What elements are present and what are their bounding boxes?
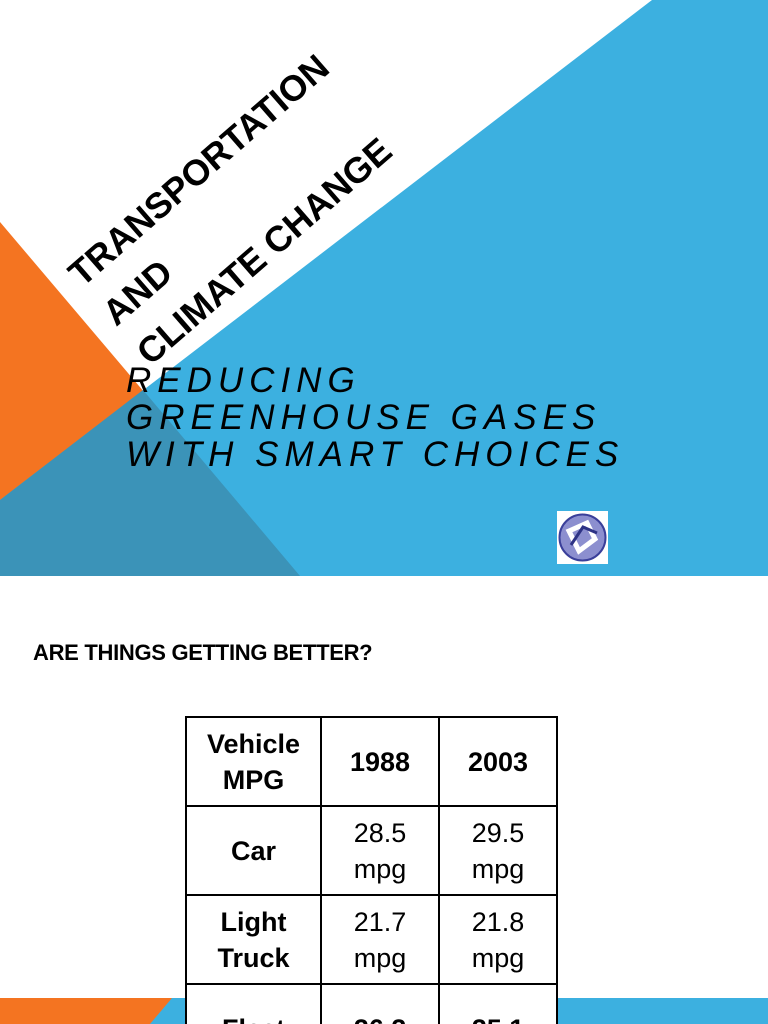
- row-label: Car: [185, 805, 322, 896]
- table-row: Fleet 26.2 25.1: [185, 983, 558, 1024]
- header-cell: 2003: [438, 716, 558, 807]
- slide-background: Transportation and Climate Change: [0, 0, 768, 576]
- logo-knot: [569, 525, 598, 546]
- logo-knot: [565, 519, 599, 555]
- title-slide: Transportation and Climate Change Reduci…: [0, 0, 768, 576]
- logo-circle: [558, 513, 607, 562]
- row-label: Fleet: [185, 983, 322, 1024]
- mpg-table: Vehicle MPG 1988 2003 Car 28.5 mpg 29.5 …: [185, 716, 558, 1024]
- cell: 21.8 mpg: [438, 894, 558, 985]
- header-cell: 1988: [320, 716, 440, 807]
- subtitle-line: Reducing: [126, 361, 361, 400]
- cell: 28.5 mpg: [320, 805, 440, 896]
- subtitle-line: with Smart Choices: [126, 435, 625, 474]
- cell: 26.2: [320, 983, 440, 1024]
- cell: 25.1: [438, 983, 558, 1024]
- row-label: Light Truck: [185, 894, 322, 985]
- table-row: Car 28.5 mpg 29.5 mpg: [185, 805, 558, 896]
- orange-stripe: [0, 998, 172, 1024]
- table-header: Vehicle MPG 1988 2003: [185, 716, 558, 807]
- subtitle: Reducing Greenhouse Gases with Smart Cho…: [126, 362, 624, 473]
- slide-title: Are things getting better?: [33, 640, 373, 665]
- subtitle-line: Greenhouse Gases: [126, 398, 602, 437]
- header-cell: Vehicle MPG: [185, 716, 322, 807]
- table-slide: Are things getting better? Vehicle MPG 1…: [0, 576, 768, 1024]
- table-row: Light Truck 21.7 mpg 21.8 mpg: [185, 894, 558, 985]
- cell: 29.5 mpg: [438, 805, 558, 896]
- overlap-shape: [0, 390, 300, 576]
- blue-shape: [0, 0, 768, 576]
- cell: 21.7 mpg: [320, 894, 440, 985]
- logo: [557, 511, 608, 564]
